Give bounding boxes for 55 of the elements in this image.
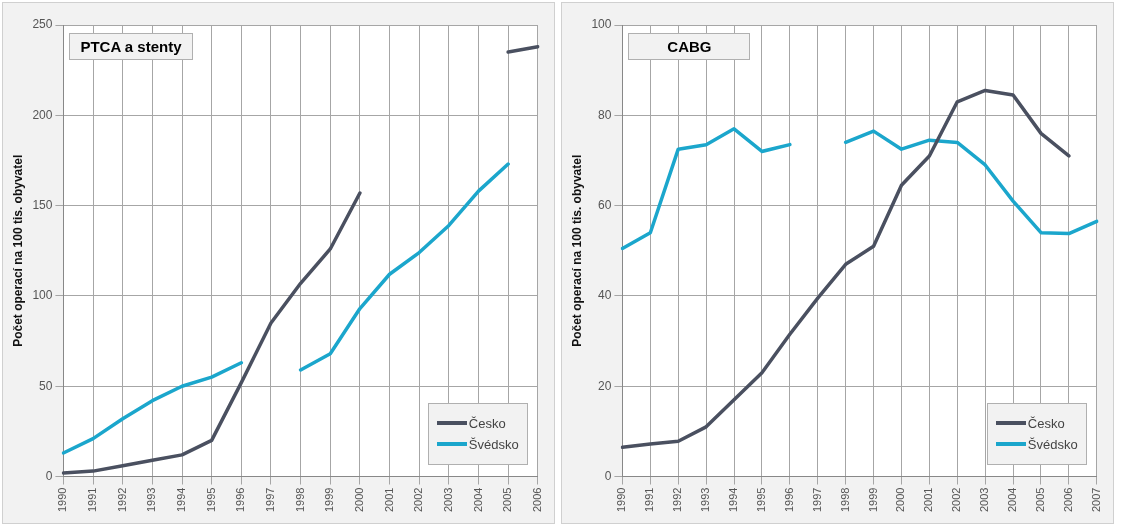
y-tick-label: 150 <box>32 197 53 212</box>
title-box: PTCA a stenty <box>69 33 193 60</box>
x-tick-label: 1998 <box>838 487 851 513</box>
y-tick-label: 80 <box>598 107 612 122</box>
x-tick-label: 1991 <box>643 487 656 513</box>
y-tick-label: 20 <box>598 378 612 393</box>
x-tick-label: 1990 <box>56 487 69 513</box>
x-tick-label: 2005 <box>1034 487 1047 513</box>
title-box: CABG <box>628 33 751 60</box>
y-tick-label: 0 <box>45 468 53 483</box>
x-tick-label: 2004 <box>1006 487 1019 513</box>
x-tick-label: 2006 <box>1061 487 1074 513</box>
x-tick-label: 1995 <box>204 487 217 513</box>
y-tick-label: 100 <box>32 288 53 303</box>
x-tick-label: 1994 <box>175 487 188 513</box>
x-tick-label: 1992 <box>115 487 128 513</box>
x-tick-label: 1993 <box>699 487 712 513</box>
y-tick-label: 250 <box>32 17 53 32</box>
legend-label: Česko <box>468 415 506 431</box>
x-tick-label: 2004 <box>471 487 484 513</box>
y-tick-label: 40 <box>598 288 612 303</box>
x-tick-label: 1996 <box>234 487 247 513</box>
x-tick-label: 1994 <box>727 487 740 513</box>
x-tick-label: 1999 <box>866 487 879 513</box>
y-tick-label: 50 <box>39 378 53 393</box>
x-tick-label: 2000 <box>894 487 907 513</box>
y-tick-label: 100 <box>591 17 612 32</box>
x-tick-label: 2002 <box>950 487 963 513</box>
legend-label: Česko <box>1027 415 1065 431</box>
x-tick-label: 1995 <box>754 487 767 513</box>
x-tick-label: 1991 <box>86 487 99 513</box>
x-tick-label: 1997 <box>810 487 823 513</box>
y-axis-title: Počet operací na 100 tis. obyvatel <box>569 154 584 347</box>
x-tick-label: 2003 <box>441 487 454 513</box>
x-tick-label: 2000 <box>352 487 365 513</box>
x-tick-label: 1999 <box>323 487 336 513</box>
x-tick-label: 1993 <box>145 487 158 513</box>
x-tick-label: 1990 <box>615 487 628 513</box>
x-tick-label: 2001 <box>382 487 395 513</box>
x-tick-label: 2003 <box>978 487 991 513</box>
x-tick-label: 2006 <box>530 487 543 513</box>
legend-label: Švédsko <box>468 436 519 452</box>
x-tick-label: 2001 <box>922 487 935 513</box>
x-tick-label: 1998 <box>293 487 306 513</box>
y-tick-label: 60 <box>598 197 612 212</box>
x-tick-label: 2005 <box>501 487 514 513</box>
x-tick-label: 1992 <box>671 487 684 513</box>
x-tick-label: 1997 <box>263 487 276 513</box>
x-tick-label: 1996 <box>782 487 795 513</box>
legend-label: Švédsko <box>1027 436 1078 452</box>
y-tick-label: 0 <box>604 468 612 483</box>
x-tick-label: 2002 <box>412 487 425 513</box>
x-tick-label: 2007 <box>1089 487 1102 513</box>
y-axis-title: Počet operací na 100 tis. obyvatel <box>10 154 25 347</box>
y-tick-label: 200 <box>32 107 53 122</box>
